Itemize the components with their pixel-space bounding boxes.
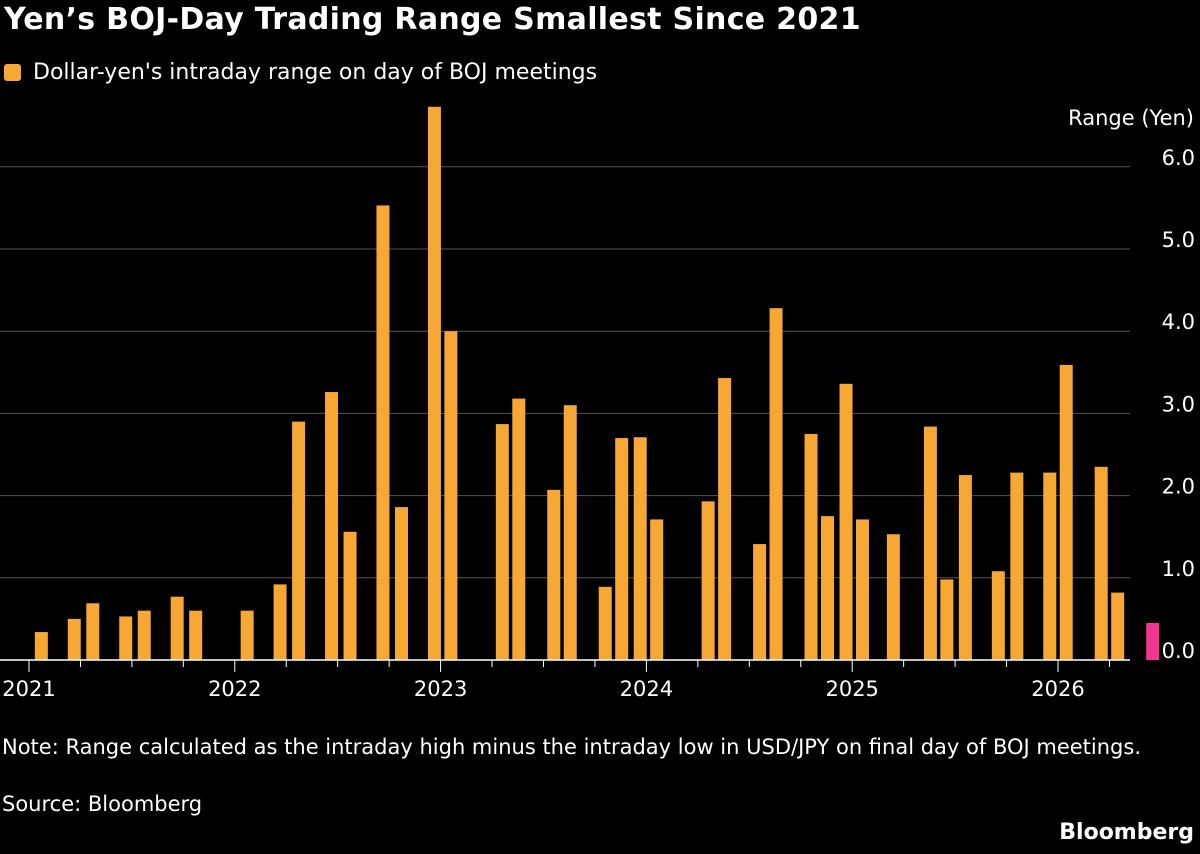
bar xyxy=(119,616,133,660)
bar xyxy=(444,331,458,660)
bar xyxy=(170,596,184,660)
x-tick-label: 2021 xyxy=(2,677,55,701)
bar xyxy=(886,534,900,660)
bar xyxy=(292,421,306,660)
legend-swatch xyxy=(4,64,21,81)
bar xyxy=(855,519,869,660)
bar xyxy=(67,618,81,660)
bar xyxy=(86,603,100,660)
bloomberg-logo: Bloomberg xyxy=(1059,820,1194,845)
bar-highlight xyxy=(1146,623,1160,660)
bar xyxy=(547,489,561,660)
bar xyxy=(615,438,629,660)
bar xyxy=(189,610,203,660)
bar xyxy=(958,475,972,660)
bar xyxy=(1043,472,1057,660)
bar xyxy=(923,426,937,660)
y-axis-label: Range (Yen) xyxy=(1068,106,1194,130)
bar xyxy=(240,610,254,660)
bar xyxy=(325,392,339,660)
x-tick-label: 2026 xyxy=(1031,677,1084,701)
x-tick-label: 2025 xyxy=(825,677,878,701)
bar xyxy=(137,610,151,660)
y-tick-label: 6.0 xyxy=(1162,146,1195,170)
legend-label: Dollar-yen's intraday range on day of BO… xyxy=(33,60,598,85)
y-tick-label: 1.0 xyxy=(1162,557,1195,581)
bar xyxy=(343,531,357,660)
x-tick-label: 2022 xyxy=(208,677,261,701)
bar xyxy=(495,424,509,660)
bar xyxy=(940,579,954,660)
y-tick-label: 5.0 xyxy=(1162,228,1195,252)
bar xyxy=(598,586,612,660)
chart-legend: Dollar-yen's intraday range on day of BO… xyxy=(4,60,597,85)
bar xyxy=(804,433,818,660)
bar xyxy=(376,205,390,660)
bar xyxy=(563,405,577,660)
x-tick-label: 2023 xyxy=(414,677,467,701)
chart-note: Note: Range calculated as the intraday h… xyxy=(2,735,1141,759)
bar xyxy=(34,632,48,660)
y-tick-label: 3.0 xyxy=(1162,392,1195,416)
bar xyxy=(650,519,664,660)
y-tick-label: 0.0 xyxy=(1162,639,1195,663)
bar xyxy=(821,516,835,660)
bar xyxy=(839,383,853,660)
chart-source: Source: Bloomberg xyxy=(2,792,203,816)
bar xyxy=(1094,466,1108,660)
bar xyxy=(753,544,767,660)
chart-title: Yen’s BOJ-Day Trading Range Smallest Sin… xyxy=(4,2,861,37)
bar xyxy=(427,106,441,660)
bar xyxy=(273,584,287,660)
bar xyxy=(1010,472,1024,660)
y-tick-label: 4.0 xyxy=(1162,310,1195,334)
bar xyxy=(1059,364,1073,660)
bar xyxy=(769,308,783,660)
x-tick-label: 2024 xyxy=(620,677,673,701)
bar xyxy=(1111,592,1125,660)
bar xyxy=(701,501,715,660)
bar-chart: 0.0 1.0 2.0 3.0 4.0 5.0 6.0 2021 2022 2023 2024 202… xyxy=(0,106,1195,701)
bar xyxy=(991,571,1005,660)
bar xyxy=(512,398,526,660)
y-tick-label: 2.0 xyxy=(1162,475,1195,499)
bar xyxy=(633,437,647,660)
bar xyxy=(394,507,408,660)
bar xyxy=(718,378,732,660)
